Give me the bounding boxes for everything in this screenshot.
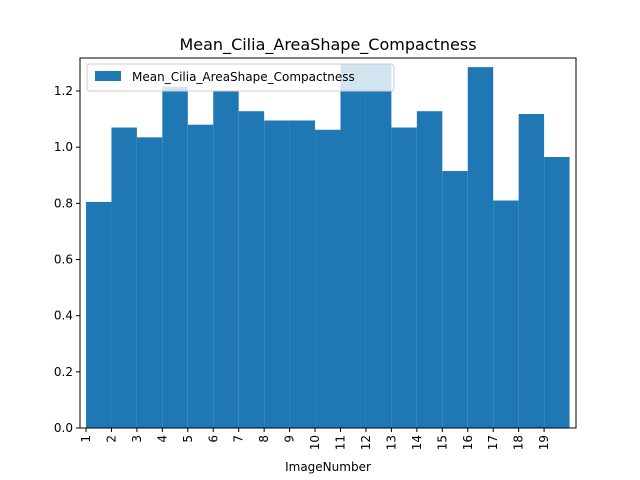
x-tick-label: 7 — [232, 435, 246, 443]
bar-11 — [340, 64, 366, 428]
x-tick-label: 15 — [435, 435, 449, 450]
x-tick-label: 10 — [308, 435, 322, 450]
y-tick-label: 0.2 — [54, 365, 73, 379]
bar-14 — [416, 111, 443, 429]
y-tick-label: 0.0 — [54, 421, 73, 435]
x-axis: 1 2 3 4 5 6 7 8 9 10 11 12 13 14 15 16 17 18 19 — [79, 428, 551, 450]
bar-4 — [162, 86, 188, 428]
bar-2 — [111, 127, 137, 428]
legend-label: Mean_Cilia_AreaShape_Compactness — [132, 70, 355, 84]
bar-15 — [442, 171, 468, 428]
y-tick-label: 1.0 — [54, 140, 73, 154]
y-tick-label: 0.6 — [54, 252, 73, 266]
bar-17 — [493, 200, 519, 428]
x-tick-label: 17 — [486, 435, 500, 450]
bar-18 — [518, 114, 545, 429]
x-tick-label: 9 — [283, 435, 297, 443]
bars-layer — [86, 64, 570, 429]
bar-1 — [86, 201, 112, 428]
y-tick-label: 0.8 — [54, 196, 73, 210]
plot-area-frame — [79, 57, 577, 429]
bar-8 — [264, 120, 290, 428]
x-axis-label: ImageNumber — [285, 460, 371, 474]
x-tick-label: 4 — [155, 435, 169, 443]
x-tick-label: 1 — [79, 435, 93, 443]
y-tick-label: 1.2 — [54, 84, 73, 98]
bar-16 — [467, 67, 494, 428]
legend-swatch — [95, 71, 121, 81]
bar-3 — [136, 137, 163, 428]
x-tick-label: 5 — [181, 435, 195, 443]
legend: Mean_Cilia_AreaShape_Compactness — [86, 63, 395, 92]
x-tick-label: 18 — [512, 435, 526, 450]
bar-12 — [365, 64, 392, 428]
x-tick-label: 12 — [359, 435, 373, 450]
bar-13 — [391, 127, 417, 428]
x-tick-label: 6 — [206, 435, 220, 443]
y-tick-label: 0.4 — [54, 309, 73, 323]
x-tick-label: 14 — [410, 435, 424, 450]
legend-box — [86, 63, 395, 92]
x-tick-label: 19 — [537, 435, 551, 450]
bar-19 — [544, 156, 570, 428]
chart-title: Mean_Cilia_AreaShape_Compactness — [179, 35, 476, 55]
x-tick-label: 2 — [104, 435, 118, 443]
bar-5 — [187, 124, 214, 428]
bar-6 — [213, 90, 239, 428]
x-tick-label: 8 — [257, 435, 271, 443]
x-tick-label: 11 — [334, 435, 348, 450]
x-tick-label: 3 — [130, 435, 144, 443]
y-axis: 0.0 0.2 0.4 0.6 0.8 1.0 1.2 — [54, 84, 80, 435]
bar-7 — [238, 111, 265, 429]
x-tick-label: 16 — [461, 435, 475, 450]
bar-9 — [289, 120, 316, 428]
bar-10 — [315, 129, 341, 428]
x-tick-label: 13 — [384, 435, 398, 450]
